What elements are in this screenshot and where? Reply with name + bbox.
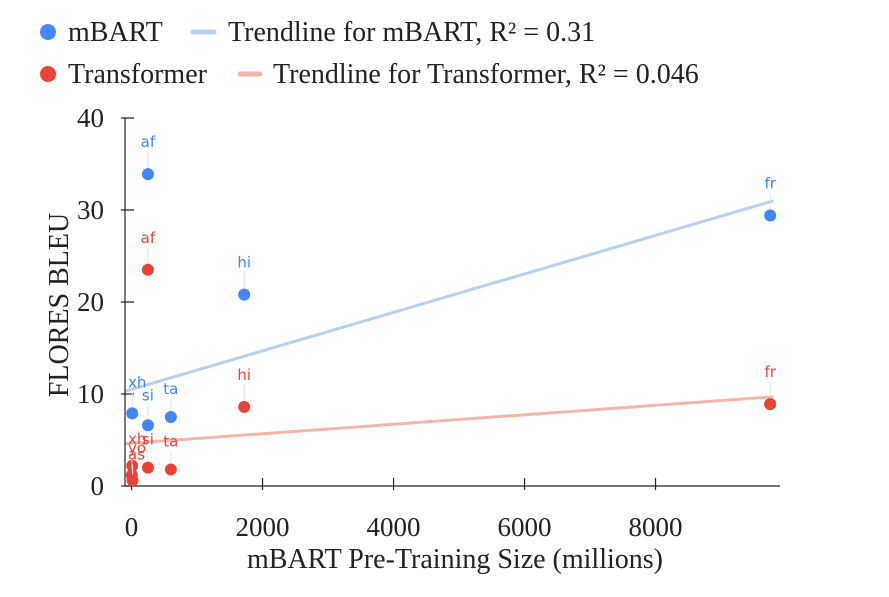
legend-label-mbart: mBART [68,17,163,48]
point-label-transformer-ta: ta [163,432,178,450]
trendline-layer [124,199,774,446]
y-tick-label: 20 [77,287,104,317]
point-label-transformer-si: si [142,431,154,449]
y-axis-title: FLORES BLEU [44,213,75,397]
point-label-transformer-fr: fr [764,363,776,381]
point-mbart-hi [238,288,251,301]
point-label-mbart-hi: hi [237,254,251,272]
point-mbart-fr [764,209,777,222]
point-mbart-xh [126,407,139,420]
x-tick-label: 8000 [629,512,683,542]
legend-label-trend-mbart: Trendline for mBART, R² = 0.31 [228,17,595,48]
point-label-transformer-as: as [128,445,145,463]
x-tick-label: 4000 [367,512,421,542]
legend-label-transformer: Transformer [68,59,208,90]
point-label-transformer-yo: yo [128,439,146,457]
x-tick-label: 2000 [236,512,290,542]
point-mbart-si [141,419,154,432]
point-label-mbart-fr: fr [764,175,776,193]
point-mbart-af [141,168,154,181]
point-transformer-af [141,263,154,276]
y-tick-label: 30 [77,195,104,225]
point-label-mbart-xh: xh [128,373,146,391]
point-transformer-si [141,461,154,474]
point-transformer-as [126,474,139,487]
trendline-mbart [124,199,774,393]
point-mbart-ta [164,411,177,423]
point-label-mbart-af: af [141,133,156,151]
trendline-transformer [124,395,774,446]
legend-marker-mbart [40,24,56,40]
point-label-transformer-af: af [141,229,156,247]
point-label-mbart-ta: ta [163,380,178,398]
axes: 0 10 20 30 40 0 2000 4000 6000 8000 [77,103,780,542]
point-label-transformer-hi: hi [237,366,251,384]
point-transformer-fr [764,398,777,411]
point-label-mbart-si: si [142,386,154,404]
legend-label-trend-transformer: Trendline for Transformer, R² = 0.046 [273,59,699,90]
y-tick-label: 10 [77,379,104,409]
x-tick-label: 6000 [498,512,552,542]
x-tick-label: 0 [125,512,139,542]
legend: mBART Trendline for mBART, R² = 0.31 Trans… [40,17,699,90]
point-transformer-ta [164,463,177,476]
point-label-transformer-xh: xh [128,430,146,448]
legend-marker-transformer [40,66,56,82]
point-transformer-hi [238,400,251,413]
y-tick-label: 0 [91,471,105,501]
x-axis-title: mBART Pre-Training Size (millions) [247,544,663,575]
y-tick-label: 40 [77,103,104,133]
